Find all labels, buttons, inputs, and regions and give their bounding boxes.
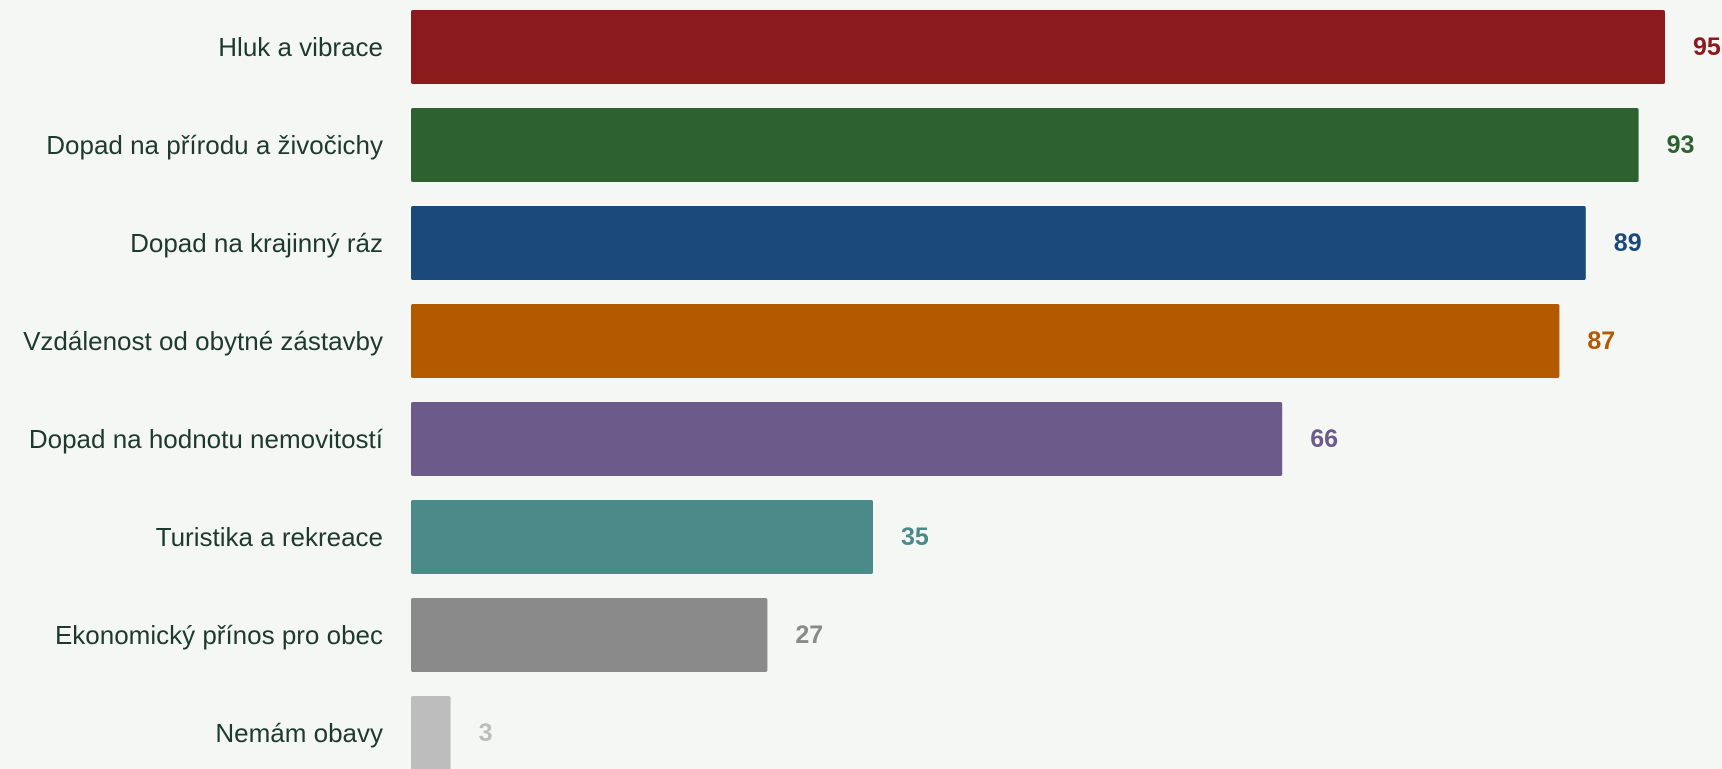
bars-group: Hluk a vibrace 95 Dopad na přírodu a živoč… <box>23 10 1721 769</box>
bar <box>411 500 873 574</box>
bar <box>411 304 1560 378</box>
category-label: Turistika a rekreace <box>156 522 383 552</box>
category-label: Nemám obavy <box>215 718 383 748</box>
value-label: 87 <box>1587 327 1615 355</box>
bar <box>411 206 1586 280</box>
bar <box>411 696 451 769</box>
category-label: Dopad na krajinný ráz <box>130 228 383 258</box>
value-label: 95 <box>1693 33 1721 61</box>
category-label: Dopad na hodnotu nemovitostí <box>29 424 384 454</box>
value-label: 27 <box>795 621 823 649</box>
value-label: 35 <box>901 523 929 551</box>
bar <box>411 598 768 672</box>
category-label: Ekonomický přínos pro obec <box>55 620 383 650</box>
category-label: Vzdálenost od obytné zástavby <box>23 326 383 356</box>
bar <box>411 10 1665 84</box>
value-label: 89 <box>1614 229 1642 257</box>
value-label: 93 <box>1667 131 1695 159</box>
bar <box>411 108 1639 182</box>
bar <box>411 402 1283 476</box>
category-label: Hluk a vibrace <box>218 32 383 62</box>
value-label: 66 <box>1310 425 1338 453</box>
value-label: 3 <box>479 719 493 747</box>
category-label: Dopad na přírodu a živočichy <box>46 130 383 160</box>
